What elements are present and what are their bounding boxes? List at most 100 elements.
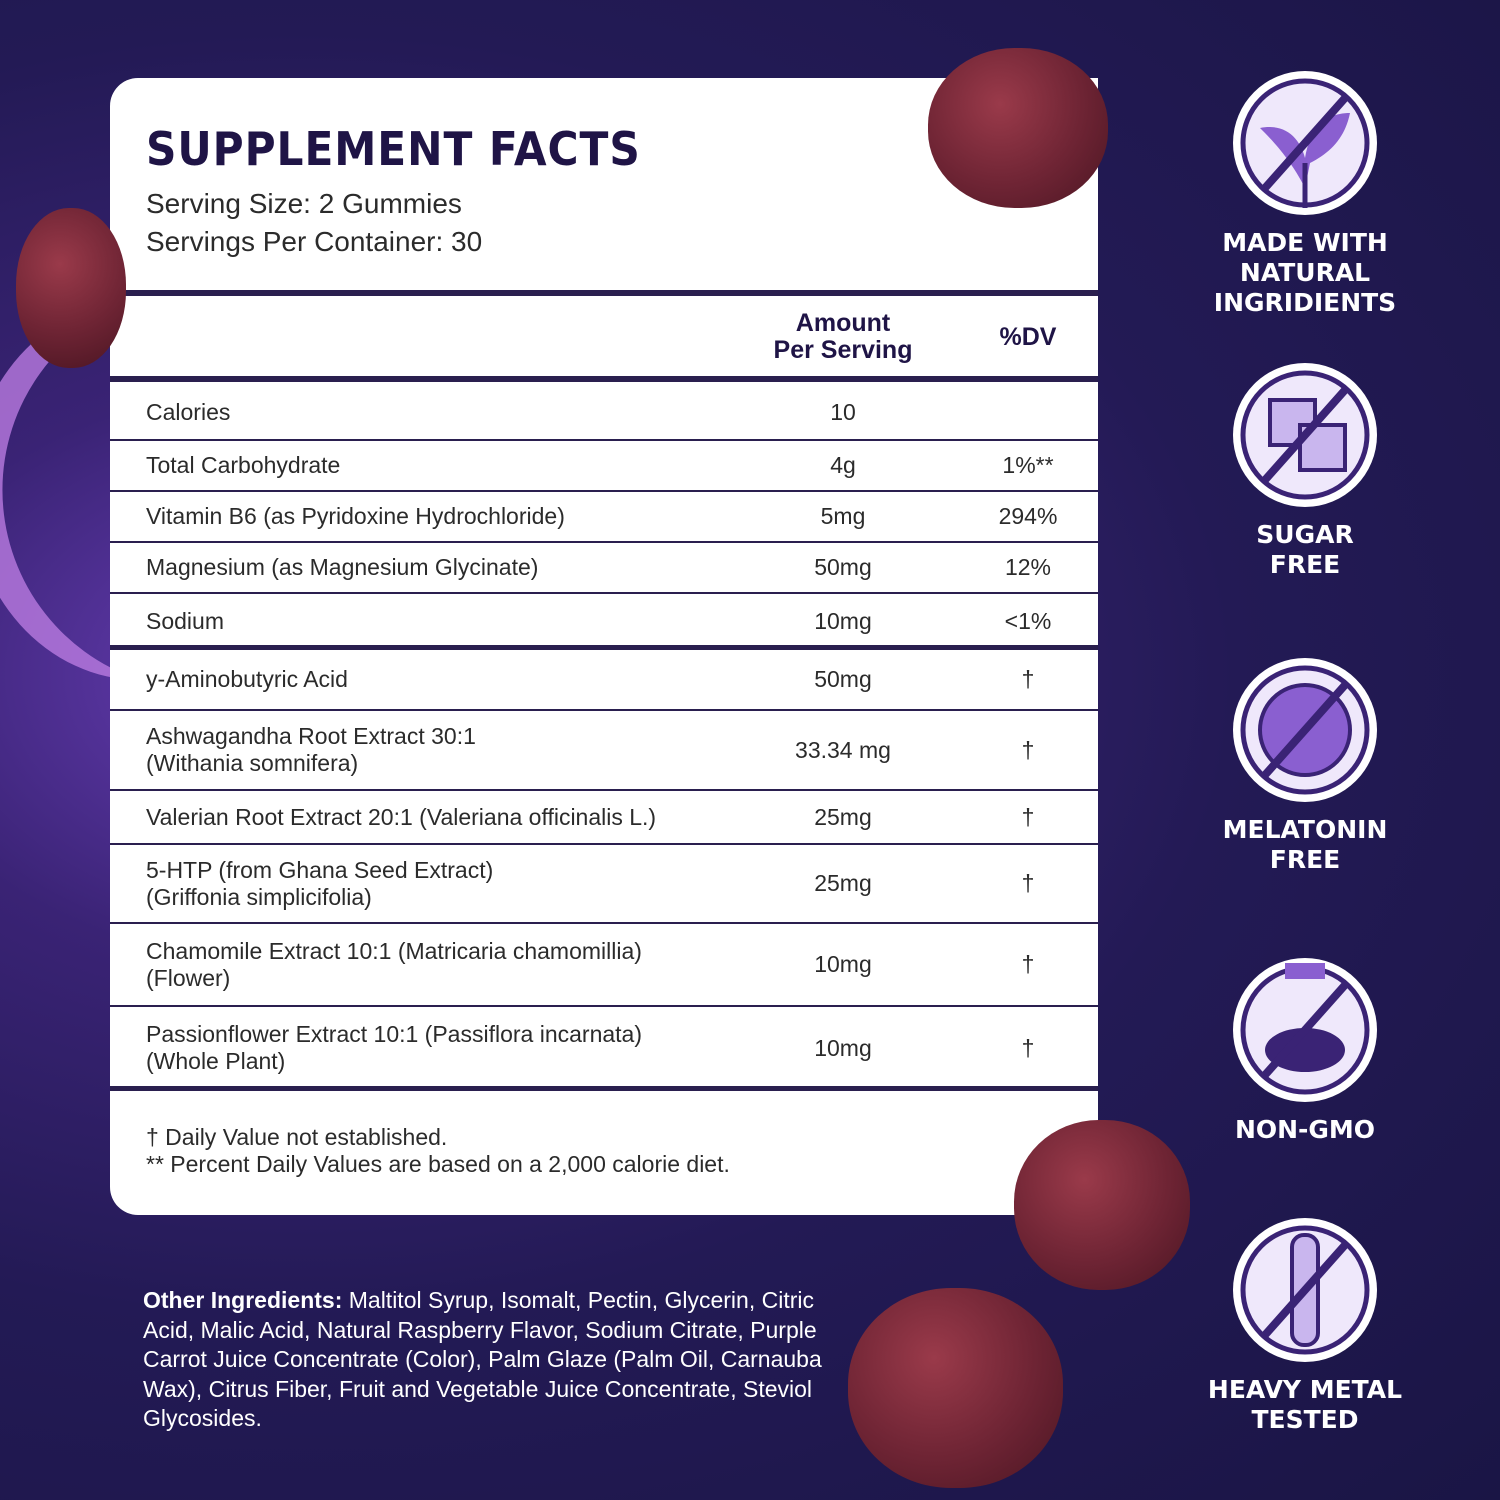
nutrient-name: Calories [146,399,230,426]
name-line: Total Carbohydrate [146,452,341,478]
nutrient-name: Valerian Root Extract 20:1 (Valeriana of… [146,804,656,831]
header-line: Amount [795,309,891,337]
badge-line: NATURAL INGRIDIENTS [1213,258,1397,317]
daily-value: 12% [1004,554,1052,580]
gummy [928,48,1108,208]
name-line: Chamomile Extract 10:1 (Matricaria chamo… [146,937,642,964]
nutrient-name: Vitamin B6 (as Pyridoxine Hydrochloride) [146,503,565,530]
daily-value: † [1021,1034,1035,1061]
badge-line: TESTED [1251,1405,1359,1434]
table-row: y-Aminobutyric Acid 50mg † [110,649,1098,710]
badge-icon [1233,1218,1377,1362]
badge-label: HEAVY METAL TESTED [1155,1375,1455,1435]
name-line: Sodium [146,607,224,634]
badge: SUGAR FREE [1155,360,1455,580]
table-row: Passionflower Extract 10:1 (Passiflora i… [110,1006,1098,1090]
name-line: Passionflower Extract 10:1 (Passiflora i… [146,1021,642,1047]
rule [110,439,1098,441]
rule [110,490,1098,492]
nutrient-name: 5-HTP (from Ghana Seed Extract) (Griffoni… [146,857,493,911]
daily-value: 294% [998,503,1058,529]
gummy [848,1288,1063,1488]
daily-value: † [1021,803,1035,830]
amount: 25mg [814,870,872,896]
amount: 25mg [814,803,872,830]
name-line: (Griffonia simplicifolia) [146,883,372,910]
rule [110,843,1098,845]
rule [110,789,1098,791]
name-line: (Whole Plant) [146,1048,286,1074]
badge-line: HEAVY METAL [1207,1375,1403,1404]
rule [110,376,1098,382]
badge-label: MADE WITH NATURAL INGRIDIENTS [1155,228,1455,318]
badge-label: SUGAR FREE [1155,520,1455,580]
table-row: Magnesium (as Magnesium Glycinate) 50mg 12… [110,542,1098,593]
name-line: 5-HTP (from Ghana Seed Extract) [146,856,494,883]
table-row: 5-HTP (from Ghana Seed Extract) (Griffoni… [110,844,1098,923]
header-line: Per Serving [773,336,913,364]
nutrient-name: Magnesium (as Magnesium Glycinate) [146,554,538,581]
nutrient-name: Ashwagandha Root Extract 30:1 (Withania s… [146,723,476,777]
badge-line: SUGAR [1256,520,1354,549]
rule [110,290,1098,296]
rule [110,541,1098,543]
daily-value: 1%** [1002,452,1054,478]
badge: MADE WITH NATURAL INGRIDIENTS [1155,68,1455,318]
amount: 5mg [820,503,866,529]
facts-card: SUPPLEMENT FACTS Serving Size: 2 Gummies… [110,78,1098,1215]
footnote: † Daily Value not established. [146,1124,448,1150]
badge-icon [1233,71,1377,215]
badge-icon [1233,958,1377,1102]
table-row: Ashwagandha Root Extract 30:1 (Withania s… [110,710,1098,790]
dv-header: %DV [999,323,1057,351]
badge: NON-GMO [1155,955,1455,1145]
table-row: Chamomile Extract 10:1 (Matricaria chamo… [110,923,1098,1006]
title: SUPPLEMENT FACTS [146,122,641,176]
badge-icon [1233,658,1377,802]
gummy [16,208,126,368]
badge-line: FREE [1269,845,1341,874]
amount: 10mg [814,607,872,634]
badge-label: MELATONIN FREE [1155,815,1455,875]
amount: 50mg [814,666,872,692]
rule [110,922,1098,924]
rule [110,1086,1098,1091]
table-row: Calories 10 [110,385,1098,440]
badge-icon [1233,363,1377,507]
name-line: Calories [146,399,231,425]
serving-size: Serving Size: 2 Gummies [146,188,462,219]
badge-label: NON-GMO [1155,1115,1455,1145]
footnote: ** Percent Daily Values are based on a 2… [146,1151,730,1177]
amount: 33.34 mg [795,736,891,763]
amount: 10 [830,399,856,425]
table-row: Vitamin B6 (as Pyridoxine Hydrochloride)… [110,491,1098,542]
name-line: Magnesium (as Magnesium Glycinate) [146,554,539,580]
name-line: y-Aminobutyric Acid [146,666,348,692]
name-line: (Withania somnifera) [146,750,359,776]
amount-header: Amount Per Serving [743,310,943,364]
name-line: Ashwagandha Root Extract 30:1 [146,723,476,749]
badge: HEAVY METAL TESTED [1155,1215,1455,1435]
badge-line: FREE [1269,550,1341,579]
amount: 10mg [814,1034,872,1061]
amount: 50mg [814,554,872,580]
nutrient-name: Total Carbohydrate [146,452,340,479]
daily-value: † [1021,736,1035,763]
name-line: Vitamin B6 (as Pyridoxine Hydrochloride) [146,503,565,529]
badge-line: NON-GMO [1234,1115,1376,1144]
nutrient-name: Chamomile Extract 10:1 (Matricaria chamo… [146,938,642,992]
badge-line: MELATONIN [1222,815,1388,844]
amount: 4g [830,452,856,478]
rule [110,592,1098,594]
rule [110,645,1098,650]
nutrient-name: y-Aminobutyric Acid [146,666,348,693]
daily-value: <1% [1004,607,1052,634]
amount: 10mg [814,951,872,977]
name-line: Valerian Root Extract 20:1 (Valeriana of… [146,803,657,830]
badge-line: MADE WITH [1222,228,1388,257]
other-ingredients: Other Ingredients: Maltitol Syrup, Isoma… [143,1286,823,1434]
nutrient-name: Sodium [146,608,224,635]
table-row: Total Carbohydrate 4g 1%** [110,440,1098,491]
table-row: Valerian Root Extract 20:1 (Valeriana of… [110,790,1098,844]
